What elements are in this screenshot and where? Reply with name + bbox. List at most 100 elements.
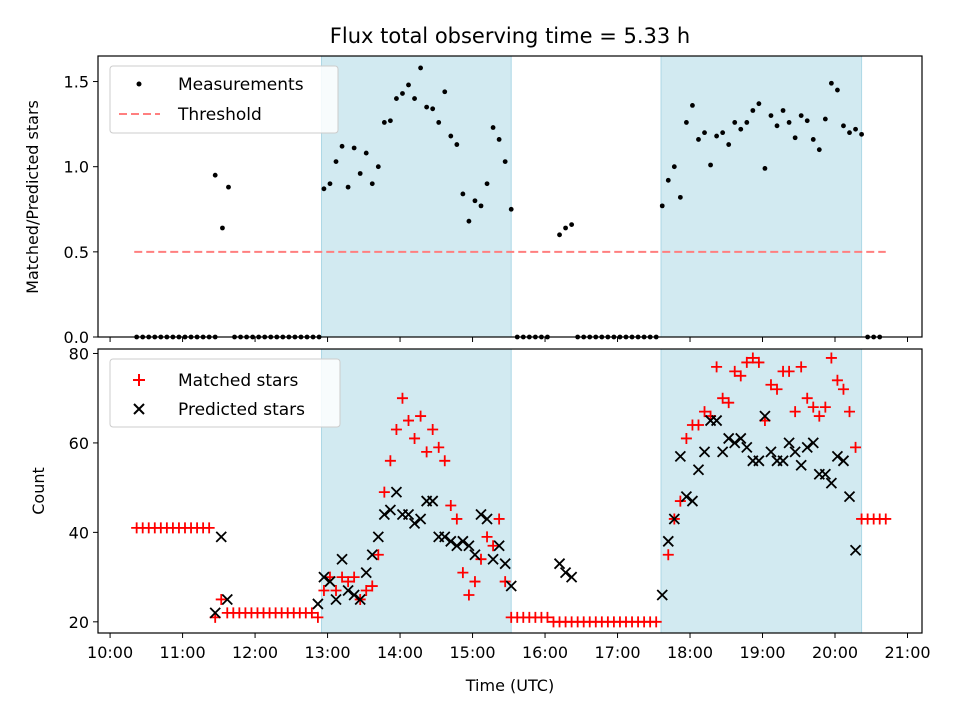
matched-star-point	[650, 616, 662, 628]
matched-star-point	[306, 607, 318, 619]
measurement-point	[220, 225, 225, 231]
measurement-point	[780, 108, 786, 113]
y-tick-label: 60	[69, 434, 89, 453]
measurement-point	[563, 225, 568, 231]
predicted-star-point	[209, 607, 221, 619]
top-panel-shading	[321, 55, 863, 338]
measurement-point	[569, 222, 575, 228]
predicted-star-point	[414, 513, 427, 525]
predicted-star-point	[318, 571, 330, 583]
measurement-point	[424, 104, 430, 110]
matched-star-point	[457, 567, 469, 579]
shaded-interval	[321, 55, 512, 338]
predicted-star-point	[372, 531, 384, 543]
predicted-star-point	[439, 531, 451, 543]
matched-star-point	[378, 486, 390, 498]
matched-star-point	[880, 513, 892, 525]
measurement-point	[557, 232, 562, 238]
matched-star-point	[372, 549, 384, 561]
matched-star-point	[445, 500, 457, 512]
y-tick-label: 0.0	[64, 328, 89, 347]
matched-star-point	[831, 374, 843, 386]
x-tick-label: 10:00	[87, 643, 133, 662]
measurement-point	[792, 135, 798, 141]
matched-star-point	[330, 585, 342, 597]
predicted-star-point	[831, 450, 844, 462]
legend-predicted-marker	[133, 403, 145, 415]
measurement-point	[786, 120, 792, 125]
measurement-point	[828, 80, 834, 86]
matched-star-point	[499, 576, 511, 588]
predicted-star-point	[753, 455, 765, 467]
measurement-point	[762, 166, 768, 171]
matched-star-point	[674, 495, 686, 507]
predicted-star-point	[499, 558, 511, 570]
measurement-point	[750, 108, 756, 113]
x-tick-label: 21:00	[884, 643, 930, 662]
measurement-point	[835, 87, 840, 93]
bottom-legend-frame	[109, 358, 341, 428]
matched-star-point	[366, 580, 378, 592]
measurement-point	[466, 218, 472, 224]
measurement-point	[768, 113, 774, 119]
matched-star-point	[735, 370, 747, 382]
measurement-point	[412, 96, 417, 101]
matched-star-point	[783, 365, 795, 377]
measurement-point	[472, 198, 478, 204]
legend-threshold-label: Threshold	[177, 105, 262, 125]
matched-star-point	[348, 571, 360, 583]
matched-star-point	[844, 406, 856, 418]
matched-star-point	[203, 522, 215, 534]
measurement-point	[708, 162, 713, 168]
measurement-point	[671, 164, 677, 170]
predicted-star-point	[717, 446, 729, 458]
measurement-point	[508, 206, 514, 212]
measurement-point	[369, 181, 375, 187]
matched-star-point	[318, 585, 330, 597]
matched-star-point	[747, 352, 759, 364]
matched-star-point	[439, 455, 451, 467]
predicted-star-point	[825, 477, 838, 489]
predicted-star-point	[457, 535, 469, 547]
matched-star-point	[771, 383, 783, 395]
predicted-star-point	[698, 446, 711, 458]
predicted-star-point	[481, 513, 493, 525]
matched-star-point	[825, 352, 837, 364]
measurement-point	[847, 130, 852, 136]
measurement-point	[400, 91, 405, 96]
measurement-point	[822, 116, 828, 122]
measurement-point	[406, 82, 411, 88]
bottom-panel-marks	[131, 352, 892, 628]
matched-star-point	[403, 415, 415, 427]
matched-star-point	[390, 424, 402, 436]
measurement-point	[696, 137, 701, 142]
predicted-star-point	[674, 450, 686, 462]
predicted-star-point	[408, 517, 421, 530]
measurement-point	[478, 203, 484, 209]
measurement-point	[351, 145, 357, 151]
measurement-point	[357, 171, 363, 176]
matched-star-point	[699, 406, 711, 418]
predicted-star-point	[366, 549, 378, 561]
predicted-star-point	[735, 432, 747, 445]
matched-star-point	[463, 589, 475, 601]
measurement-point	[333, 159, 339, 164]
predicted-star-point	[330, 593, 342, 606]
measurement-point	[484, 181, 490, 187]
top-panel-marks	[134, 65, 886, 340]
y-tick-label: 1.5	[64, 73, 89, 92]
measurement-point	[744, 120, 750, 125]
measurement-point	[363, 150, 369, 156]
x-tick-label: 13:00	[305, 643, 351, 662]
matched-star-point	[481, 531, 493, 543]
x-tick-label: 20:00	[812, 643, 858, 662]
measurement-point	[683, 120, 689, 125]
x-tick-label: 14:00	[377, 643, 423, 662]
predicted-star-point	[807, 437, 819, 449]
measurement-point	[448, 133, 454, 139]
measurement-point	[853, 126, 858, 132]
measurement-point	[394, 96, 399, 101]
top-panel-legend: Measurements Threshold	[109, 65, 339, 134]
predicted-star-point	[505, 580, 517, 592]
x-tick-label: 11:00	[160, 643, 206, 662]
